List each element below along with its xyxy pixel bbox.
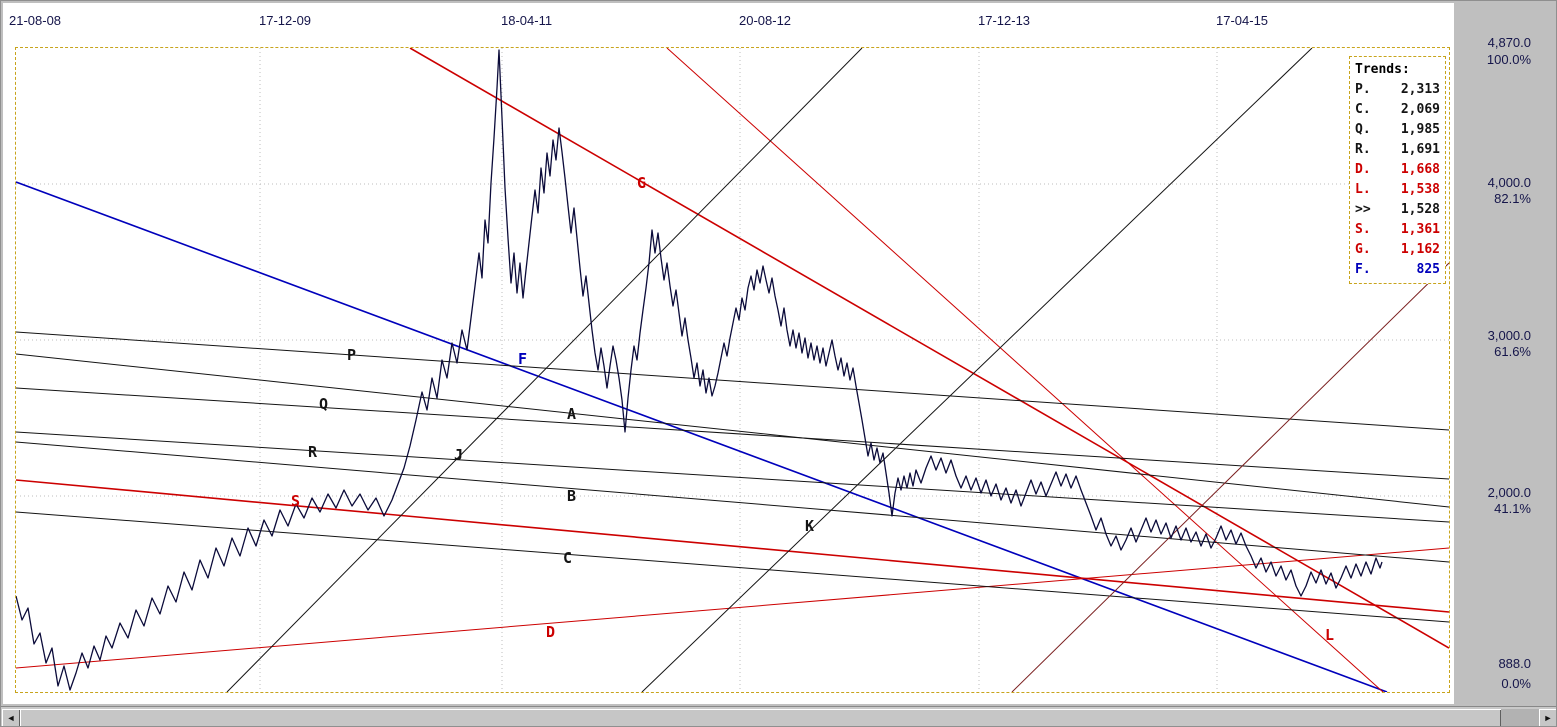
trend-value: 1,691 xyxy=(1400,142,1440,157)
trendline-D[interactable] xyxy=(16,547,1449,669)
trendline-P[interactable] xyxy=(16,331,1449,431)
trends-legend-rows: P. 2,313 C. 2,069 Q. 1,985 R. 1,691 D. 1,668 L. 1,5… xyxy=(1355,80,1440,280)
trendline-J[interactable] xyxy=(226,48,863,692)
trend-value: 1,528 xyxy=(1400,202,1440,217)
trendline-L[interactable] xyxy=(666,48,1384,692)
trendline-B[interactable] xyxy=(16,441,1449,563)
right-arrow-icon: ► xyxy=(1543,713,1553,723)
scroll-right-button[interactable]: ► xyxy=(1539,709,1556,726)
trend-legend-row: Q. 1,985 xyxy=(1355,120,1440,140)
trends-legend-title: Trends: xyxy=(1355,62,1410,77)
trend-value: 825 xyxy=(1416,262,1440,277)
trend-legend-row: P. 2,313 xyxy=(1355,80,1440,100)
trend-key: R. xyxy=(1355,142,1371,157)
trend-key: C. xyxy=(1355,102,1371,117)
price-tick-label: 4,000.0 xyxy=(1487,175,1531,190)
plot-area[interactable]: F G S D L P Q R A B C J K xyxy=(15,47,1450,693)
trendline-label-S: S xyxy=(291,492,300,510)
price-tick-label: 3,000.0 xyxy=(1487,328,1531,343)
date-tick-label: 17-12-09 xyxy=(259,13,312,28)
trendline-label-F: F xyxy=(518,350,527,368)
trendline-label-L: L xyxy=(1325,626,1334,644)
scrollbar-thumb[interactable] xyxy=(20,709,1501,726)
price-chart-svg: F G S D L P Q R A B C J K xyxy=(16,48,1449,692)
trendline-label-G: G xyxy=(637,174,646,192)
trend-legend-row: C. 2,069 xyxy=(1355,100,1440,120)
trendline-F[interactable] xyxy=(16,181,1388,692)
trend-value: 1,162 xyxy=(1400,242,1440,257)
trendline-Q[interactable] xyxy=(16,387,1449,480)
trend-key: D. xyxy=(1355,162,1371,177)
trend-key: S. xyxy=(1355,222,1371,237)
percent-tick-label: 82.1% xyxy=(1494,191,1531,206)
trendline-label-B: B xyxy=(567,487,576,505)
trend-key: >> xyxy=(1355,202,1371,217)
trend-legend-row: L. 1,538 xyxy=(1355,180,1440,200)
trend-key: L. xyxy=(1355,182,1371,197)
trend-value: 2,069 xyxy=(1400,102,1440,117)
trendline-label-J: J xyxy=(454,446,463,464)
date-tick-label: 18-04-11 xyxy=(501,13,553,28)
price-tick-label: 888.0 xyxy=(1498,656,1531,671)
scroll-left-button[interactable]: ◄ xyxy=(2,709,20,726)
trendline-label-A: A xyxy=(567,405,576,423)
price-tick-label: 2,000.0 xyxy=(1487,485,1531,500)
trendline-label-K: K xyxy=(805,517,814,535)
right-price-axis: 4,870.0 100.0% 4,000.0 82.1% 3,000.0 61.6% 2,0… xyxy=(1456,1,1536,705)
trendline-label-C: C xyxy=(563,549,572,567)
trend-legend-row: F. 825 xyxy=(1355,260,1440,280)
price-series xyxy=(16,49,1383,691)
percent-tick-label: 61.6% xyxy=(1494,344,1531,359)
trend-legend-row: >> 1,528 xyxy=(1355,200,1440,220)
trendline-asc3[interactable] xyxy=(1011,262,1449,692)
trend-key: G. xyxy=(1355,242,1371,257)
trends-legend: Trends: P. 2,313 C. 2,069 Q. 1,985 R. 1,691 D. 1,… xyxy=(1349,56,1446,284)
trend-legend-row: R. 1,691 xyxy=(1355,140,1440,160)
trend-key: F. xyxy=(1355,262,1371,277)
trendline-S[interactable] xyxy=(16,479,1449,613)
trend-value: 1,668 xyxy=(1400,162,1440,177)
horizontal-scrollbar[interactable]: ◄ ► xyxy=(1,706,1556,726)
date-tick-label: 21-08-08 xyxy=(9,13,62,28)
trendline-C[interactable] xyxy=(16,511,1449,623)
price-tick-label: 4,870.0 xyxy=(1487,35,1531,50)
trendline-label-Q: Q xyxy=(319,395,328,413)
trendline-label-D: D xyxy=(546,623,555,641)
trend-value: 1,985 xyxy=(1400,122,1440,137)
trendline-A[interactable] xyxy=(16,353,1449,508)
trend-value: 1,361 xyxy=(1400,222,1440,237)
trendline-R[interactable] xyxy=(16,431,1449,523)
trend-legend-row: D. 1,668 xyxy=(1355,160,1440,180)
date-tick-label: 17-12-13 xyxy=(978,13,1031,28)
percent-tick-label: 0.0% xyxy=(1501,676,1531,691)
left-arrow-icon: ◄ xyxy=(6,713,16,723)
scrollbar-track[interactable] xyxy=(1501,709,1539,726)
percent-tick-label: 100.0% xyxy=(1486,52,1531,67)
trend-legend-row: S. 1,361 xyxy=(1355,220,1440,240)
trendline-K[interactable] xyxy=(641,48,1313,692)
trend-key: P. xyxy=(1355,82,1371,97)
percent-tick-label: 41.1% xyxy=(1494,501,1531,516)
trend-value: 1,538 xyxy=(1400,182,1440,197)
trendline-label-R: R xyxy=(308,443,318,461)
trend-value: 2,313 xyxy=(1400,82,1440,97)
chart-canvas xyxy=(3,3,1454,704)
trend-legend-row: G. 1,162 xyxy=(1355,240,1440,260)
date-tick-label: 17-04-15 xyxy=(1216,13,1269,28)
trend-key: Q. xyxy=(1355,122,1371,137)
trendline-label-P: P xyxy=(347,346,356,364)
date-tick-label: 20-08-12 xyxy=(739,13,792,28)
top-date-axis: 21-08-08 17-12-09 18-04-11 20-08-12 17-12-13… xyxy=(1,13,1556,29)
